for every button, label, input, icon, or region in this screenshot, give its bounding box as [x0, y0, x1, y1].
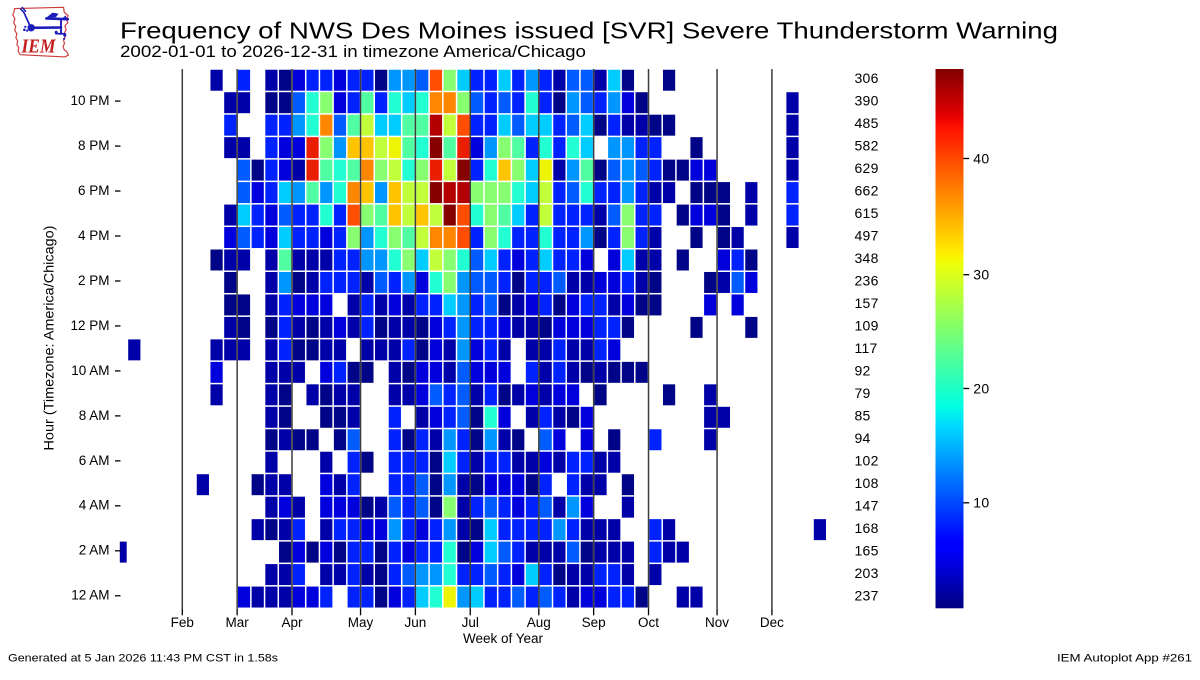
svg-text:Nov: Nov: [705, 615, 729, 630]
svg-text:8 AM: 8 AM: [79, 408, 110, 423]
svg-text:147: 147: [855, 497, 879, 513]
svg-text:497: 497: [855, 228, 879, 244]
svg-text:IEM Autoplot App #261: IEM Autoplot App #261: [1057, 653, 1192, 665]
svg-text:Mar: Mar: [226, 615, 250, 630]
svg-text:582: 582: [855, 138, 879, 154]
svg-text:236: 236: [855, 273, 879, 289]
svg-text:Dec: Dec: [760, 615, 784, 630]
svg-text:10 PM: 10 PM: [70, 93, 109, 108]
svg-text:108: 108: [855, 475, 879, 491]
svg-text:Frequency of NWS Des Moines is: Frequency of NWS Des Moines issued [SVR]…: [120, 17, 1058, 43]
svg-text:20: 20: [973, 380, 989, 396]
svg-text:2 AM: 2 AM: [79, 543, 110, 558]
svg-text:30: 30: [973, 267, 989, 283]
svg-text:Jul: Jul: [462, 615, 479, 630]
svg-text:Apr: Apr: [281, 615, 303, 630]
svg-text:40: 40: [973, 150, 989, 166]
svg-text:102: 102: [855, 452, 879, 468]
svg-text:79: 79: [855, 385, 871, 401]
svg-text:Feb: Feb: [171, 615, 194, 630]
svg-text:10 AM: 10 AM: [71, 363, 109, 378]
svg-text:8 PM: 8 PM: [78, 138, 110, 153]
svg-text:157: 157: [855, 295, 879, 311]
svg-text:2002-01-01 to 2026-12-31 in ti: 2002-01-01 to 2026-12-31 in timezone Ame…: [120, 43, 586, 61]
svg-text:Jun: Jun: [405, 615, 427, 630]
svg-text:348: 348: [855, 250, 879, 266]
svg-text:168: 168: [855, 520, 879, 536]
svg-text:6 AM: 6 AM: [79, 453, 110, 468]
svg-text:117: 117: [855, 340, 878, 356]
svg-text:4 PM: 4 PM: [78, 228, 110, 243]
svg-text:Week of Year: Week of Year: [463, 631, 544, 646]
svg-text:Generated at 5 Jan 2026 11:43: Generated at 5 Jan 2026 11:43 PM CST in …: [8, 653, 278, 665]
svg-text:12 AM: 12 AM: [71, 588, 109, 603]
svg-text:2 PM: 2 PM: [78, 273, 110, 288]
svg-text:6 PM: 6 PM: [78, 183, 110, 198]
svg-text:May: May: [348, 615, 374, 630]
svg-text:615: 615: [855, 205, 879, 221]
svg-text:Sep: Sep: [582, 615, 606, 630]
svg-text:10: 10: [973, 495, 989, 511]
svg-text:85: 85: [855, 407, 871, 423]
svg-text:306: 306: [855, 70, 879, 86]
svg-text:485: 485: [855, 115, 879, 131]
svg-text:4 AM: 4 AM: [79, 498, 110, 513]
svg-text:390: 390: [855, 93, 879, 109]
svg-text:629: 629: [855, 160, 879, 176]
svg-text:109: 109: [855, 318, 879, 334]
svg-text:237: 237: [855, 587, 879, 603]
svg-text:12 PM: 12 PM: [70, 318, 109, 333]
svg-text:Hour (Timezone: America/Chicag: Hour (Timezone: America/Chicago): [42, 226, 57, 451]
svg-text:IEM: IEM: [21, 37, 56, 58]
svg-text:203: 203: [855, 565, 879, 581]
svg-text:165: 165: [855, 542, 879, 558]
svg-text:92: 92: [855, 363, 871, 379]
svg-text:Oct: Oct: [638, 615, 659, 630]
svg-text:94: 94: [855, 430, 871, 446]
svg-text:662: 662: [855, 183, 879, 199]
svg-text:Aug: Aug: [527, 615, 551, 630]
